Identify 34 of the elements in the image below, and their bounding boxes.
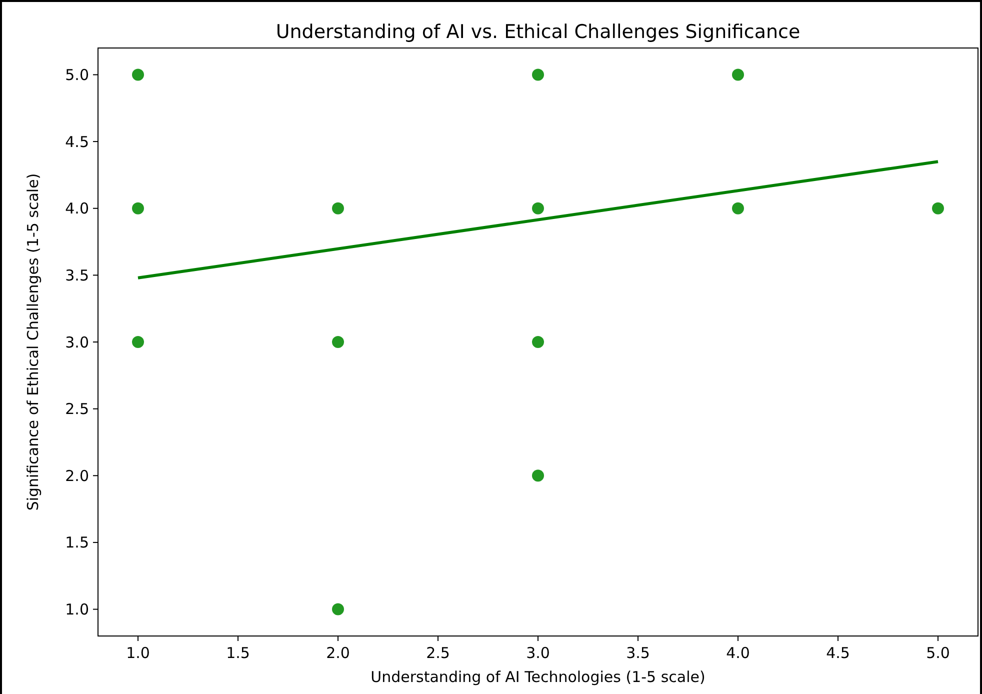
point	[132, 336, 144, 348]
x-tick-label: 4.0	[726, 644, 750, 662]
y-tick-label: 5.0	[65, 66, 89, 84]
y-tick-label: 3.0	[65, 333, 89, 352]
point	[532, 202, 544, 214]
x-tick-label: 2.5	[426, 644, 450, 662]
x-axis-title: Understanding of AI Technologies (1-5 scale)	[370, 668, 706, 686]
point	[532, 68, 544, 81]
point	[732, 68, 744, 81]
point	[332, 603, 344, 616]
y-tick-label: 3.5	[65, 266, 89, 284]
y-tick-label: 2.5	[65, 400, 89, 418]
y-axis-title: Significance of Ethical Challenges (1-5 scale)	[24, 173, 42, 511]
point	[932, 202, 944, 214]
point	[532, 336, 544, 348]
x-tick-label: 5.0	[926, 644, 950, 662]
point	[332, 202, 344, 214]
y-tick-label: 2.0	[65, 466, 89, 485]
point	[132, 202, 144, 214]
point	[132, 68, 144, 81]
x-tick-label: 1.5	[226, 644, 250, 662]
chart-title: Understanding of AI vs. Ethical Challenges Significance	[276, 21, 800, 43]
y-tick-label: 4.5	[65, 132, 89, 151]
x-tick-label: 1.0	[126, 644, 150, 662]
x-tick-label: 3.0	[526, 644, 550, 662]
point	[732, 202, 744, 214]
point	[532, 470, 544, 482]
y-tick-label: 4.0	[65, 200, 89, 218]
y-tick-label: 1.0	[65, 600, 89, 619]
point	[332, 336, 344, 348]
x-tick-label: 2.0	[326, 644, 350, 662]
x-tick-label: 3.5	[626, 644, 650, 662]
x-tick-label: 4.5	[826, 644, 850, 662]
y-tick-label: 1.5	[65, 534, 89, 552]
